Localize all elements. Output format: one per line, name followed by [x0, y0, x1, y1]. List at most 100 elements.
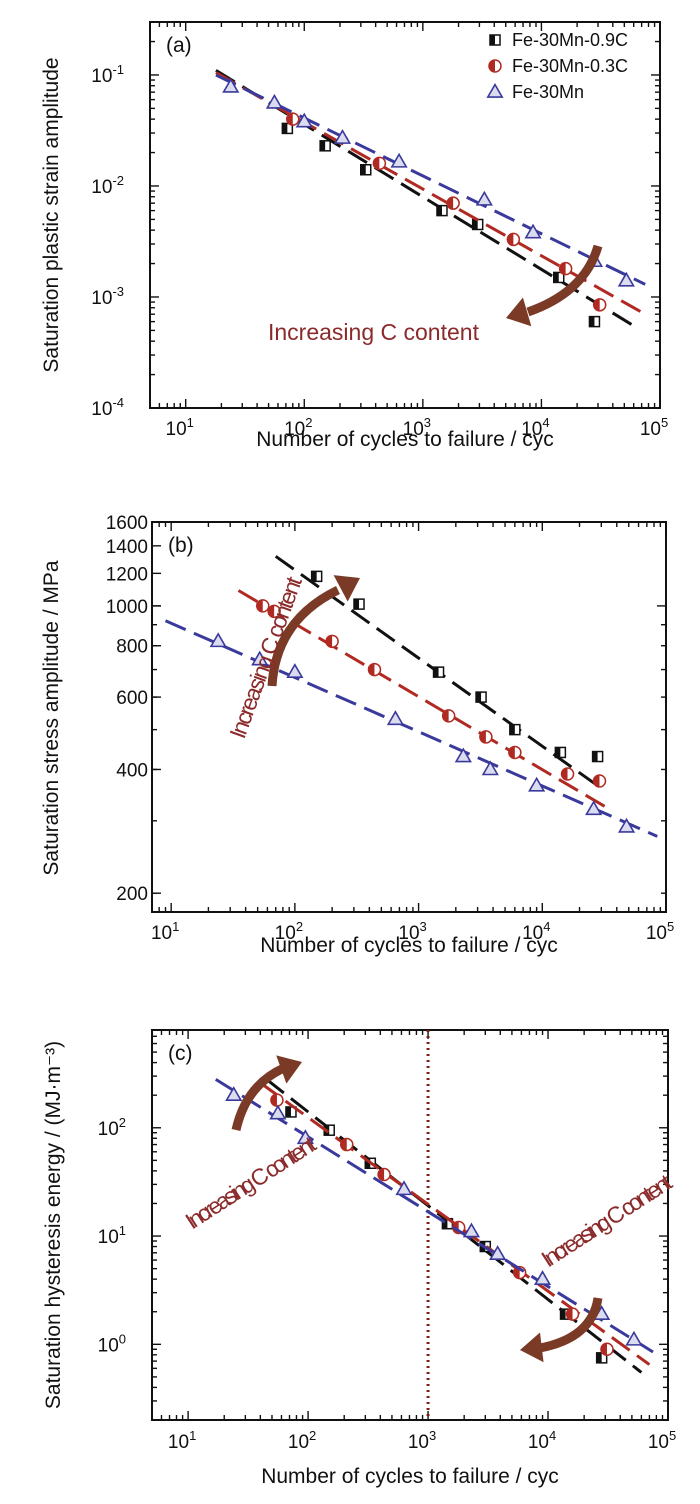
chart-panel-c: 101 102 103 104 105 100 101 102 Number of cycles…	[42, 1029, 676, 1488]
annotation-arrow-head	[506, 297, 532, 327]
data-point-fe30mn03c-fill	[508, 746, 515, 759]
series-group	[215, 69, 646, 328]
x-tick-label: 101	[166, 415, 194, 440]
data-point-fe30mn09c-fill	[553, 272, 559, 283]
data-point-fe30mn	[585, 800, 603, 816]
annotation-text: Increasing C content	[224, 572, 307, 741]
data-point-fe30mn09c-fill	[433, 667, 439, 678]
legend-marker	[486, 82, 504, 98]
y-tick-label: 1400	[106, 537, 148, 558]
x-axis-label: Number of cycles to failure / cyc	[260, 934, 558, 957]
data-point-fe30mn09c-fill	[442, 1218, 448, 1229]
x-tick-label: 101	[151, 919, 179, 944]
data-point-fe30mn	[390, 152, 408, 168]
legend-label: Fe-30Mn	[512, 82, 584, 102]
x-tick-label: 104	[521, 415, 549, 440]
data-point-fe30mn	[386, 710, 405, 726]
y-axis-label: Saturation hysteresis energy / (MJ·m⁻³)	[42, 1041, 65, 1409]
data-point-fe30mn	[395, 1180, 413, 1196]
y-tick-label: 1200	[106, 564, 148, 585]
data-point-fe30mn03c-fill	[566, 1308, 573, 1321]
data-point-fe30mn09c-fill	[282, 123, 288, 134]
data-point-fe30mn	[454, 747, 472, 763]
annotation-c-right: Increasing C content	[520, 1168, 677, 1363]
data-point-fe30mn09c-fill	[360, 164, 366, 175]
data-point-fe30mn	[286, 663, 304, 678]
data-point-fe30mn	[295, 112, 313, 128]
annotation-a: Increasing C content	[268, 244, 603, 345]
data-point-fe30mn03c-fill	[442, 709, 449, 722]
y-tick-label: 400	[116, 760, 148, 781]
data-point-fe30mn09c-fill	[509, 724, 515, 735]
data-point-fe30mn	[209, 632, 227, 648]
annotation-text: Increasing C content	[268, 319, 480, 345]
y-tick-label: 100	[98, 1331, 126, 1356]
data-point-fe30mn03c-fill	[593, 774, 600, 787]
y-tick-label: 10-1	[91, 62, 124, 87]
annotation-b: Increasing C content	[224, 572, 360, 742]
x-axis-label: Number of cycles to failure / cyc	[261, 1465, 559, 1488]
data-point-fe30mn	[462, 1222, 481, 1238]
data-point-fe30mn03c-fill	[270, 1094, 277, 1107]
y-axis-label: Saturation stress amplitude / MPa	[40, 560, 63, 875]
panel-label: (b)	[168, 534, 194, 557]
annotation-arrow	[267, 585, 340, 687]
fit-line-fe30mn03c	[259, 1081, 651, 1366]
data-point-fe30mn	[269, 1104, 287, 1120]
data-point-fe30mn	[251, 650, 269, 666]
data-point-fe30mn03c-fill	[559, 262, 566, 275]
data-point-fe30mn03c-fill	[479, 730, 486, 743]
x-tick-label: 103	[408, 1428, 436, 1453]
legend-marker-fill	[489, 60, 495, 72]
data-point-fe30mn03c-fill	[373, 157, 380, 170]
plot-frame	[151, 521, 667, 913]
data-point-fe30mn09c-fill	[285, 1106, 291, 1117]
annotation-arrow	[539, 1297, 603, 1353]
data-point-fe30mn09c-fill	[436, 205, 442, 216]
data-point-fe30mn03c-fill	[600, 1343, 607, 1356]
x-tick-label: 101	[168, 1428, 196, 1453]
data-point-fe30mn	[481, 760, 499, 776]
data-point-fe30mn09c-fill	[354, 599, 360, 610]
y-tick-label: 10-3	[91, 284, 124, 309]
y-tick-label: 800	[116, 637, 148, 658]
panel-label: (c)	[168, 1042, 193, 1065]
data-point-fe30mn	[528, 776, 546, 792]
x-tick-label: 102	[284, 415, 312, 440]
data-point-fe30mn03c-fill	[447, 197, 454, 210]
x-tick-label: 104	[522, 919, 550, 944]
y-axis-label: Saturation plastic strain amplitude	[40, 57, 63, 372]
fit-line-fe30mn	[164, 619, 658, 838]
x-tick-label: 105	[646, 919, 674, 944]
fit-line-fe30mn03c	[237, 589, 611, 811]
data-point-fe30mn09c-fill	[320, 140, 326, 151]
data-point-fe30mn03c-fill	[340, 1138, 347, 1151]
data-point-fe30mn	[617, 271, 635, 287]
chart-panel-b: 101 102 103 104 105 200 400 600 800 1000 1200 1400 1…	[40, 513, 674, 957]
x-tick-label: 105	[648, 1428, 676, 1453]
legend: Fe-30Mn-0.9C Fe-30Mn-0.3C Fe-30Mn	[486, 30, 628, 102]
legend-marker-fill	[490, 35, 495, 45]
x-tick-label: 104	[528, 1428, 556, 1453]
fit-line-fe30mn	[214, 1078, 654, 1354]
data-point-fe30mn	[265, 93, 283, 109]
data-point-fe30mn03c-fill	[368, 663, 375, 676]
x-tick-label: 103	[398, 919, 426, 944]
data-point-fe30mn03c-fill	[268, 605, 275, 618]
data-point-fe30mn03c-fill	[593, 298, 600, 311]
data-point-fe30mn09c-fill	[560, 1309, 566, 1320]
panel-label: (a)	[166, 34, 192, 57]
data-point-fe30mn03c-fill	[561, 767, 568, 780]
y-tick-label: 600	[116, 688, 148, 709]
annotation-c-left: Increasing C content	[181, 1055, 321, 1234]
fit-line-fe30mn03c	[215, 71, 646, 316]
data-point-fe30mn	[296, 1129, 314, 1145]
y-tick-label: 10-2	[91, 173, 124, 198]
annotation-arrow-head	[520, 1332, 544, 1363]
data-point-fe30mn09c-fill	[472, 219, 478, 230]
y-tick-label: 1000	[106, 597, 148, 618]
series-group	[214, 1078, 654, 1374]
data-point-fe30mn03c-fill	[286, 113, 293, 126]
annotation-arrow-head	[276, 1055, 302, 1084]
x-tick-label: 102	[275, 919, 303, 944]
